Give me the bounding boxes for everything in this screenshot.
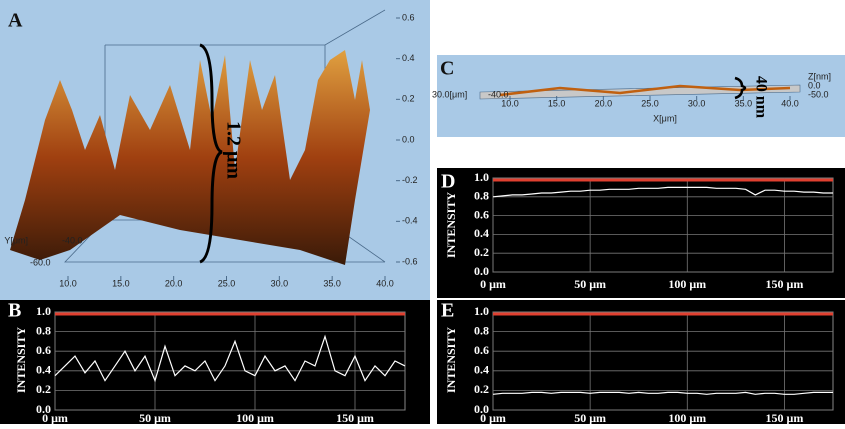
y-tick-label: 0.0 [36,402,51,416]
y-tick-label: 0.8 [474,323,489,337]
panel-label: E [441,300,454,322]
surface-c [499,84,791,97]
panel-d-bg [437,168,845,298]
y-tick-label: 0.8 [36,323,51,337]
x-tick-label: 35.0 [323,278,341,288]
x-tick-label: 50 μm [574,411,606,424]
panel-b-bg [0,300,430,424]
x-tick-label: 0 μm [42,411,68,424]
x-tick-label: 10.0 [59,278,77,288]
panel-label: B [8,300,21,322]
z-tick-label: -0.4 [402,216,418,226]
y-tick-label: 30.0[μm] [432,89,467,99]
x-tick-label: 15.0 [548,98,566,108]
y-tick-label: 0.4 [36,363,51,377]
z-tick-label: 0.2 [402,94,415,104]
panel-label: D [441,171,455,193]
panel-label: C [440,58,454,80]
y-tick-label: 0.2 [474,382,489,396]
y-tick-label: 0.0 [474,264,489,278]
z-axis-title: Z[nm] [808,71,831,81]
z-tick-label: -0.2 [402,175,418,185]
y-tick-label: 0.6 [474,343,489,357]
x-tick-label: 50 μm [139,411,171,424]
y-tick-label: 1.0 [474,170,489,184]
brace-c [734,76,747,100]
y-axis-title: INTENSITY [444,192,458,258]
x-tick-label: 40.0 [376,278,394,288]
intensity-line [492,391,833,395]
x-tick-label: 150 μm [766,277,804,291]
panel-label: A [8,10,23,32]
y-tick-label: 0.6 [36,343,51,357]
y-tick-label: 0.0 [474,402,489,416]
x-tick-label: 15.0 [112,278,130,288]
x-tick-label: 30.0 [271,278,289,288]
x-tick-label: 25.0 [641,98,659,108]
x-tick-label: 150 μm [766,411,804,424]
surface-a [10,50,370,265]
x-tick-label: 0 μm [480,277,506,291]
x-tick-label: 20.0 [595,98,613,108]
x-tick-label: 40.0 [781,98,799,108]
y-tick-label: -60.0 [30,257,51,267]
annotation: 1.2 μm [222,121,244,179]
x-tick-label: 35.0 [735,98,753,108]
x-axis-title: X[μm] [653,113,677,123]
x-tick-label: 50 μm [574,277,606,291]
panel-e-bg [437,300,845,424]
z-tick-label: -50.0 [808,89,829,99]
x-tick-label: 25.0 [218,278,236,288]
z-tick-label: 0.4 [402,53,415,63]
y-tick-label: 1.0 [474,304,489,318]
z-tick-label: 0.6 [402,12,415,22]
y-axis-title: Y[μm] [4,235,28,245]
y-tick-label: 1.0 [36,304,51,318]
y-axis-title: INTENSITY [14,327,28,393]
y-tick-label: 0.2 [36,382,51,396]
z-tick-label: -0.6 [402,256,418,266]
x-tick-label: 10.0 [501,98,519,108]
x-tick-label: 20.0 [165,278,183,288]
x-tick-label: 100 μm [668,277,706,291]
y-tick-label: -40.0 [488,89,509,99]
x-tick-label: 100 μm [236,411,274,424]
x-tick-label: 150 μm [336,411,374,424]
brace-a [199,43,223,264]
x-tick-label: 0 μm [480,411,506,424]
y-tick-label: 0.8 [474,189,489,203]
z-tick-label: 0.0 [402,134,415,144]
x-tick-label: 100 μm [668,411,706,424]
y-axis-title: INTENSITY [444,327,458,393]
annotation: 40 nm [752,76,769,119]
intensity-line [54,334,406,383]
y-tick-label: 0.4 [474,226,489,240]
y-tick-label: 0.6 [474,207,489,221]
y-tick-label: 0.2 [474,245,489,259]
intensity-line [492,186,833,198]
y-tick-label: 0.4 [474,363,489,377]
x-tick-label: 30.0 [688,98,706,108]
z-tick-label: 0.0 [808,80,821,90]
y-tick-label: -40.0 [62,235,83,245]
